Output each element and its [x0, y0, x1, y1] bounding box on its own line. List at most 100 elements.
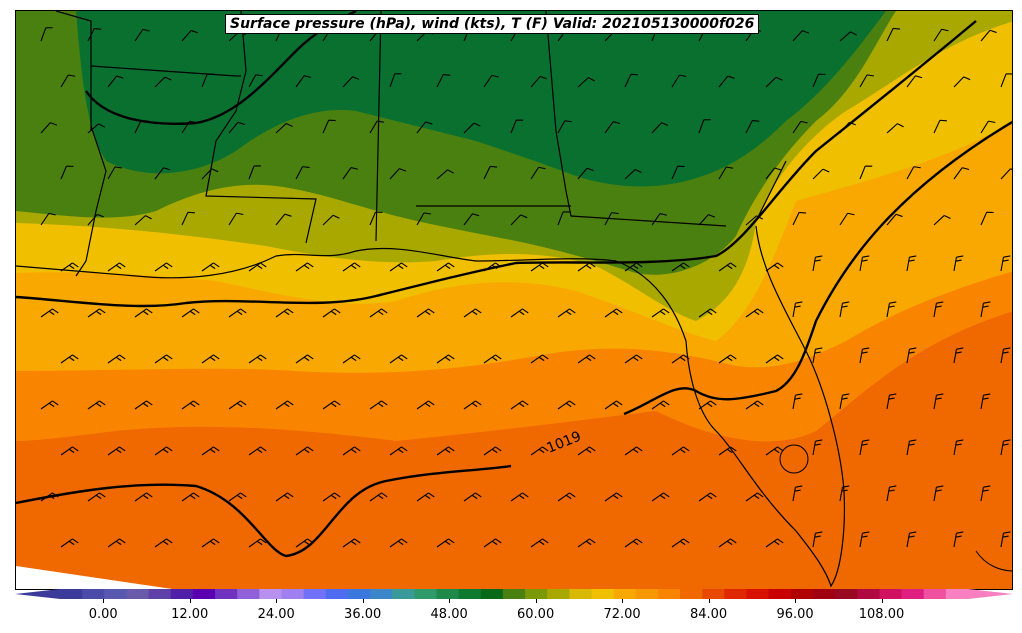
wind-barb: [718, 538, 737, 548]
border-tx-ar: [55, 11, 92, 131]
no-data-corner: [16, 566, 173, 589]
colorbar-tickmark: [103, 599, 105, 603]
state-borders: [55, 11, 787, 277]
wind-barb: [530, 538, 549, 548]
wind-barb: [792, 211, 807, 226]
wind-barb: [839, 301, 850, 318]
wind-barb: [275, 400, 294, 410]
wind-barb: [201, 262, 220, 272]
wind-barb: [483, 74, 499, 88]
wind-barb: [201, 446, 220, 456]
wind-barb: [530, 354, 549, 364]
colorbar-segment: [547, 589, 570, 599]
wind-barb: [792, 30, 810, 42]
border-ar-north: [90, 65, 241, 77]
wind-barb: [953, 76, 971, 88]
wind-barb: [624, 262, 643, 272]
wind-barb: [577, 446, 596, 456]
wind-barb: [886, 485, 897, 502]
colorbar-segment: [480, 589, 504, 599]
wind-barb: [1000, 168, 1012, 180]
colorbar-tickmark: [362, 599, 364, 603]
colorbar-tick-label: 96.00: [776, 607, 814, 622]
wind-barb: [248, 74, 263, 88]
wind-barb: [87, 213, 104, 226]
temp-band-cool-north: [76, 11, 886, 187]
wind-barb: [906, 255, 917, 272]
wind-barb: [483, 354, 502, 364]
map-canvas: 1019: [16, 11, 1012, 589]
wind-barb: [416, 121, 433, 134]
wind-barb: [671, 354, 690, 364]
wind-barb: [134, 28, 150, 42]
wind-barb: [557, 400, 576, 410]
border-tx-la: [75, 125, 107, 277]
colorbar-segment: [104, 589, 128, 599]
wind-barb: [510, 119, 524, 134]
wind-barb: [483, 538, 502, 548]
wind-barb: [295, 75, 312, 88]
wind-barb: [933, 301, 944, 318]
wind-barb: [389, 538, 408, 548]
wind-barb: [40, 308, 59, 318]
colorbar-segment: [436, 589, 460, 599]
wind-barb: [765, 354, 784, 364]
wind-barb: [792, 485, 803, 502]
border-ms-la: [205, 11, 317, 244]
colorbar-segment: [502, 589, 526, 599]
wind-barb: [342, 76, 360, 88]
border-ms-al: [375, 11, 382, 242]
wind-barb: [980, 29, 997, 42]
wind-barb: [436, 354, 455, 364]
colorbar-segment: [237, 589, 260, 599]
wind-barb: [530, 75, 547, 88]
wind-barb: [342, 262, 361, 272]
wind-barb: [886, 123, 904, 134]
wind-barb: [295, 166, 310, 180]
wind-barb: [933, 485, 944, 502]
wind-barb: [745, 400, 764, 410]
wind-barb: [275, 122, 293, 134]
gulf-coastline: [16, 225, 845, 588]
colorbar-tick-label: 0.00: [88, 607, 118, 622]
wind-barb: [248, 165, 262, 180]
colorbar-tickmark: [449, 599, 451, 603]
wind-barb: [87, 400, 106, 410]
wind-barb: [369, 400, 388, 410]
wind-barb: [906, 166, 921, 180]
colorbar-tickmark: [276, 599, 278, 603]
wind-barb: [389, 168, 407, 180]
wind-barb: [577, 354, 596, 364]
wind-barb: [671, 74, 687, 88]
wind-barb: [389, 262, 408, 272]
wind-barb: [980, 301, 991, 318]
wind-barb: [1000, 73, 1012, 88]
wind-barb: [181, 492, 200, 502]
colorbar: [15, 589, 1013, 599]
colorbar-segment: [525, 589, 548, 599]
wind-barb: [577, 538, 596, 548]
colorbar-segment: [635, 589, 659, 599]
wind-barb: [483, 262, 502, 272]
wind-barb: [107, 166, 122, 180]
colorbar-segment: [724, 589, 748, 599]
wind-barb: [201, 73, 215, 88]
colorbar-segment: [923, 589, 947, 599]
wind-barb: [953, 167, 970, 180]
colorbar-segment: [303, 589, 327, 599]
wind-barb: [154, 167, 171, 180]
wind-barb: [369, 120, 385, 134]
isobar-north: [16, 20, 977, 308]
wind-barb: [530, 262, 549, 272]
wind-barb: [651, 492, 670, 502]
colorbar-tickmark: [535, 599, 537, 603]
wind-barb: [295, 354, 314, 364]
wind-barb: [557, 492, 576, 502]
wind-barb: [718, 75, 735, 88]
wind-barb: [510, 214, 528, 226]
wind-barb: [134, 119, 149, 134]
colorbar-segment: [82, 589, 105, 599]
wind-barb: [40, 27, 53, 42]
wind-barb: [812, 255, 823, 272]
wind-barb: [530, 446, 549, 456]
